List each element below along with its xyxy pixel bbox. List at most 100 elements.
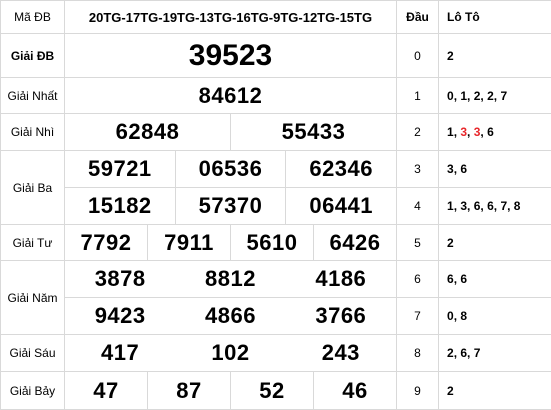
loto-separator: , <box>467 346 474 360</box>
prize-number-g5-3: 4186 <box>286 261 396 297</box>
loto-values-5: 2 <box>439 225 551 261</box>
prize-label-db: Giải ĐB <box>1 34 65 78</box>
loto-value: 0 <box>447 89 454 103</box>
prize-row-g3-b: 15182 57370 06441 4 1, 3, 6, 6, 7, 8 <box>1 188 551 225</box>
prize-number-g4-2: 7911 <box>148 225 231 261</box>
loto-separator: , <box>467 89 474 103</box>
loto-header: Lô Tô <box>439 1 551 34</box>
prize-number-g2-2: 55433 <box>231 114 396 150</box>
loto-values-9: 2 <box>439 372 551 410</box>
loto-values-6: 6, 6 <box>439 261 551 298</box>
loto-dau-4: 4 <box>397 188 439 225</box>
loto-value: 3 <box>447 162 454 176</box>
ma-db-label: Mã ĐB <box>1 1 65 34</box>
dau-header: Đầu <box>397 1 439 34</box>
loto-separator: , <box>467 125 474 139</box>
loto-value: 7 <box>474 346 481 360</box>
prize-number-g3-6: 06441 <box>286 188 396 224</box>
prize-label-g6: Giải Sáu <box>1 335 65 372</box>
prize-number-g5-5: 4866 <box>175 298 285 334</box>
prize-number-g5-4: 9423 <box>65 298 175 334</box>
loto-dau-7: 7 <box>397 298 439 335</box>
loto-separator: , <box>507 199 514 213</box>
prize-number-g5-6: 3766 <box>286 298 396 334</box>
loto-value: 2 <box>487 89 494 103</box>
prize-g5-cells-a: 3878 8812 4186 <box>65 261 397 298</box>
loto-value: 2 <box>447 346 454 360</box>
prize-number-db: 39523 <box>65 34 397 78</box>
prize-row-g1: Giải Nhất 84612 1 0, 1, 2, 2, 7 <box>1 78 551 114</box>
loto-value: 1 <box>447 125 454 139</box>
ma-db-value: 20TG-17TG-19TG-13TG-16TG-9TG-12TG-15TG <box>65 1 397 34</box>
prize-number-g7-1: 47 <box>65 372 148 410</box>
prize-g3-cells-a: 59721 06536 62346 <box>65 151 397 188</box>
prize-row-db: Giải ĐB 39523 0 2 <box>1 34 551 78</box>
loto-value: 0 <box>447 309 454 323</box>
loto-value: 6 <box>460 162 467 176</box>
loto-value: 6 <box>447 272 454 286</box>
prize-row-g4: Giải Tư 7792 7911 5610 6426 5 2 <box>1 225 551 261</box>
loto-value: 8 <box>460 309 467 323</box>
loto-dau-6: 6 <box>397 261 439 298</box>
prize-label-g1: Giải Nhất <box>1 78 65 114</box>
prize-number-g5-2: 8812 <box>175 261 285 297</box>
loto-value: 8 <box>514 199 521 213</box>
prize-g6-cells: 417 102 243 <box>65 335 397 372</box>
prize-number-g3-4: 15182 <box>65 188 176 224</box>
loto-dau-9: 9 <box>397 372 439 410</box>
loto-values-2: 1, 3, 3, 6 <box>439 114 551 151</box>
prize-number-g3-5: 57370 <box>176 188 287 224</box>
prize-g3-cells-b: 15182 57370 06441 <box>65 188 397 225</box>
loto-dau-3: 3 <box>397 151 439 188</box>
prize-label-g3: Giải Ba <box>1 151 65 225</box>
prize-number-g4-3: 5610 <box>231 225 314 261</box>
loto-dau-0: 0 <box>397 34 439 78</box>
loto-values-3: 3, 6 <box>439 151 551 188</box>
loto-value: 6 <box>460 272 467 286</box>
loto-dau-5: 5 <box>397 225 439 261</box>
prize-number-g7-3: 52 <box>231 372 314 410</box>
loto-value: 6 <box>487 199 494 213</box>
prize-number-g7-2: 87 <box>148 372 231 410</box>
loto-dau-1: 1 <box>397 78 439 114</box>
prize-number-g3-1: 59721 <box>65 151 176 187</box>
prize-row-g3-a: Giải Ba 59721 06536 62346 3 3, 6 <box>1 151 551 188</box>
prize-label-g7: Giải Bảy <box>1 372 65 410</box>
loto-value: 6 <box>487 125 494 139</box>
prize-row-g5-a: Giải Năm 3878 8812 4186 6 6, 6 <box>1 261 551 298</box>
prize-row-g2: Giải Nhì 62848 55433 2 1, 3, 3, 6 <box>1 114 551 151</box>
loto-value: 7 <box>500 89 507 103</box>
prize-number-g5-1: 3878 <box>65 261 175 297</box>
prize-label-g4: Giải Tư <box>1 225 65 261</box>
loto-values-8: 2, 6, 7 <box>439 335 551 372</box>
prize-number-g2-1: 62848 <box>65 114 231 150</box>
prize-number-g7-4: 46 <box>314 372 397 410</box>
prize-number-g3-2: 06536 <box>176 151 287 187</box>
loto-value: 2 <box>447 236 454 250</box>
prize-number-g4-1: 7792 <box>65 225 148 261</box>
loto-values-1: 0, 1, 2, 2, 7 <box>439 78 551 114</box>
prize-row-g7: Giải Bảy 47 87 52 46 9 2 <box>1 372 551 410</box>
prize-number-g6-1: 417 <box>65 335 175 371</box>
loto-value: 2 <box>447 49 454 63</box>
prize-number-g6-3: 243 <box>286 335 396 371</box>
prize-number-g6-2: 102 <box>175 335 285 371</box>
loto-values-7: 0, 8 <box>439 298 551 335</box>
prize-label-g5: Giải Năm <box>1 261 65 335</box>
loto-dau-2: 2 <box>397 114 439 151</box>
loto-values-4: 1, 3, 6, 6, 7, 8 <box>439 188 551 225</box>
prize-g5-cells-b: 9423 4866 3766 <box>65 298 397 335</box>
loto-separator: , <box>467 199 474 213</box>
prize-row-g6: Giải Sáu 417 102 243 8 2, 6, 7 <box>1 335 551 372</box>
prize-number-g3-3: 62346 <box>286 151 396 187</box>
loto-dau-8: 8 <box>397 335 439 372</box>
header-row: Mã ĐB 20TG-17TG-19TG-13TG-16TG-9TG-12TG-… <box>1 1 551 34</box>
prize-label-g2: Giải Nhì <box>1 114 65 151</box>
prize-number-g4-4: 6426 <box>314 225 397 261</box>
loto-value: 2 <box>447 384 454 398</box>
prize-number-g1: 84612 <box>65 78 397 114</box>
loto-values-0: 2 <box>439 34 551 78</box>
prize-g2-cells: 62848 55433 <box>65 114 397 151</box>
